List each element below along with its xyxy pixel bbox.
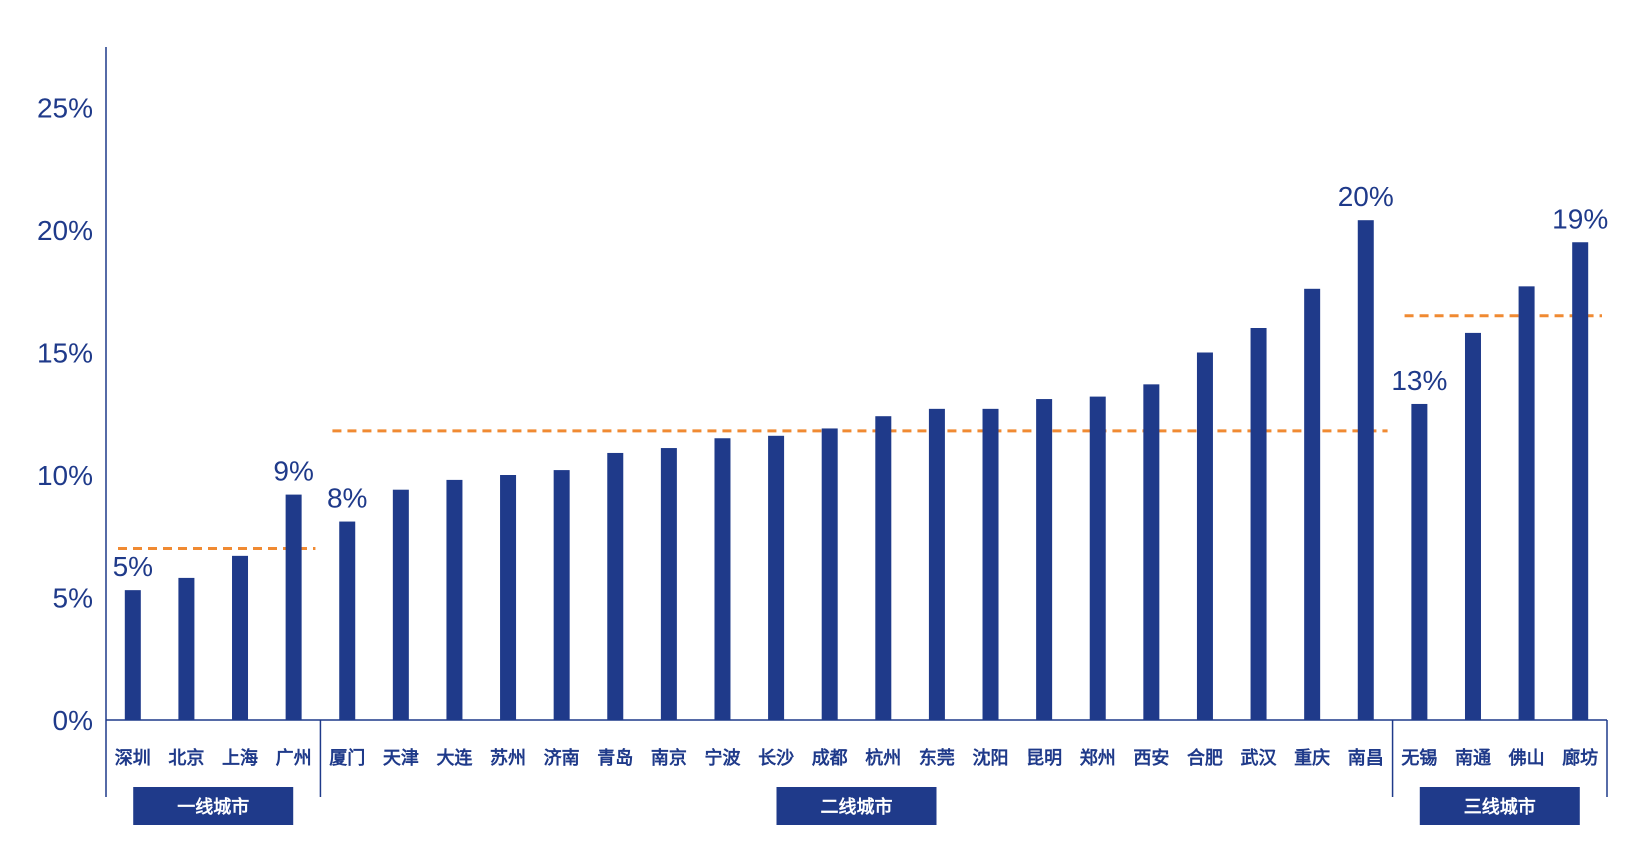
bar <box>392 489 409 720</box>
data-label: 8% <box>327 483 367 514</box>
bar <box>821 428 838 720</box>
group-label-box <box>1419 787 1580 825</box>
x-tick-label: 南京 <box>651 747 687 769</box>
x-tick-label: 杭州 <box>865 747 901 769</box>
group-label-box <box>133 787 294 825</box>
x-tick-label: 深圳 <box>115 747 151 769</box>
bar <box>232 555 249 720</box>
x-tick-label: 佛山 <box>1508 747 1545 769</box>
x-tick-label: 广州 <box>276 747 312 769</box>
x-tick-label: 厦门 <box>329 747 365 769</box>
y-tick-label: 5% <box>53 583 93 614</box>
data-label: 20% <box>1338 181 1394 212</box>
city-tier-groups: 一线城市 二线城市 三线城市 <box>133 720 1608 825</box>
bars <box>124 220 1589 720</box>
bar <box>446 479 463 720</box>
bar <box>768 435 785 720</box>
bar <box>1464 332 1481 720</box>
bar <box>1304 288 1321 720</box>
bar <box>1411 403 1428 720</box>
x-tick-label: 天津 <box>383 747 419 769</box>
data-labels: 5% 9% 8% 20% 13% 19% <box>113 181 1609 582</box>
bar <box>339 521 356 720</box>
x-tick-label: 大连 <box>436 747 473 769</box>
bar <box>660 448 677 720</box>
x-tick-label: 昆明 <box>1026 748 1062 769</box>
data-label: 9% <box>273 456 313 487</box>
x-tick-label: 南昌 <box>1348 747 1384 769</box>
x-tick-label: 北京 <box>168 747 204 769</box>
x-tick-label: 武汉 <box>1241 748 1278 769</box>
bar <box>982 408 999 720</box>
bar <box>500 475 517 720</box>
x-tick-label: 济南 <box>544 747 580 769</box>
group-label: 一线城市 <box>177 796 249 818</box>
bar <box>285 494 302 720</box>
bar <box>1196 352 1213 720</box>
bar <box>607 452 624 720</box>
x-tick-label: 郑州 <box>1080 747 1116 769</box>
x-tick-label: 西安 <box>1133 747 1169 769</box>
bar <box>714 438 731 720</box>
group-label-box <box>776 787 937 825</box>
x-tick-label: 南通 <box>1455 747 1491 769</box>
y-axis: 0% 5% 10% 15% 20% 25% <box>37 47 107 797</box>
bar <box>553 470 570 720</box>
group-label: 二线城市 <box>821 796 893 818</box>
x-tick-label: 青岛 <box>597 747 633 769</box>
x-tick-label: 长沙 <box>758 748 794 769</box>
x-tick-label: 苏州 <box>490 747 526 769</box>
bar <box>1250 328 1267 720</box>
y-tick-label: 25% <box>37 93 93 124</box>
bar <box>124 590 141 720</box>
y-tick-label: 10% <box>37 460 93 491</box>
x-tick-label: 上海 <box>222 747 258 769</box>
group-label: 三线城市 <box>1464 796 1536 818</box>
x-tick-label: 合肥 <box>1187 747 1223 769</box>
data-label: 5% <box>113 551 153 582</box>
x-tick-label: 无锡 <box>1401 747 1437 769</box>
x-tick-label: 沈阳 <box>973 747 1009 769</box>
bar <box>1089 396 1106 720</box>
x-tick-label: 东莞 <box>919 747 955 769</box>
x-tick-label: 廊坊 <box>1562 747 1598 769</box>
bar <box>178 577 195 720</box>
bar <box>1572 242 1589 720</box>
x-tick-label: 成都 <box>812 747 848 769</box>
bar <box>928 408 945 720</box>
y-tick-label: 20% <box>37 215 93 246</box>
x-tick-label: 宁波 <box>704 747 741 769</box>
y-tick-label: 15% <box>37 338 93 369</box>
bar <box>1518 286 1535 720</box>
bar <box>875 416 892 720</box>
data-label: 19% <box>1552 203 1608 234</box>
bar <box>1036 399 1053 720</box>
bar <box>1143 384 1160 720</box>
x-axis: 深圳 北京 上海 广州 厦门 天津 大连 苏州 济南 青岛 南京 宁波 长沙 成都 杭州 东莞 沈阳 昆明 郑州 西安… <box>106 719 1607 769</box>
x-tick-label: 重庆 <box>1294 747 1330 769</box>
bar <box>1357 220 1374 720</box>
y-tick-label: 0% <box>53 705 93 736</box>
group-average-lines <box>118 314 1602 550</box>
data-label: 13% <box>1391 365 1447 396</box>
